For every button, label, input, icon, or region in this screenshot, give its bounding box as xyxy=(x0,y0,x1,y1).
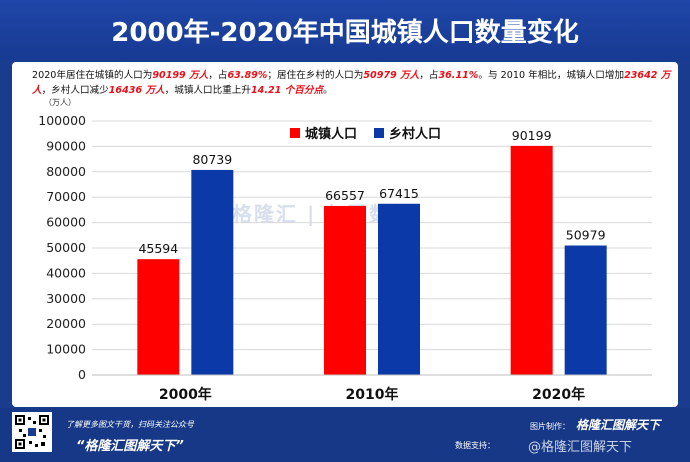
bar-rural xyxy=(564,245,607,375)
header-banner xyxy=(0,0,690,60)
bar-urban xyxy=(324,205,366,375)
bar-rural xyxy=(191,169,234,375)
weibo-watermark: @格隆汇图解天下 xyxy=(528,440,633,455)
y-tick-label: 20000 xyxy=(46,316,86,331)
credit-brand: 格隆汇图解天下 xyxy=(576,418,661,432)
legend-swatch xyxy=(374,128,384,138)
desc-highlight: 63.89% xyxy=(227,70,268,81)
data-label: 45594 xyxy=(138,241,178,256)
bar-urban xyxy=(137,259,180,375)
y-axis-unit: （万人） xyxy=(44,98,76,107)
data-label: 50979 xyxy=(566,228,606,243)
y-tick-label: 50000 xyxy=(46,240,86,255)
bar-urban xyxy=(510,145,553,375)
data-label: 80739 xyxy=(192,152,232,167)
desc-highlight: 36.11% xyxy=(438,70,479,81)
footer-credit: 图片制作： 格隆汇图解天下 xyxy=(530,416,660,433)
desc-part: ，城镇人口比重上升 xyxy=(164,85,251,96)
footer-data-support: 数据支持： xyxy=(455,441,495,450)
footer-brand: “格隆汇图解天下” xyxy=(76,439,184,454)
data-label: 66557 xyxy=(325,188,365,203)
desc-highlight: 16436 万人 xyxy=(108,85,165,96)
y-tick-label: 90000 xyxy=(46,138,86,153)
desc-part: ，占 xyxy=(419,70,439,81)
qr-code-icon xyxy=(12,412,52,452)
bar-rural xyxy=(378,203,420,375)
y-tick-label: 60000 xyxy=(46,215,86,230)
x-tick-label: 2000年 xyxy=(159,386,212,403)
y-tick-label: 0 xyxy=(78,367,86,382)
y-tick-label: 100000 xyxy=(38,113,86,128)
y-tick-label: 80000 xyxy=(46,164,86,179)
page-title: 2000年-2020年中国城镇人口数量变化 xyxy=(111,18,579,48)
desc-part: ，乡村人口减少 xyxy=(41,85,109,96)
y-tick-label: 40000 xyxy=(46,265,86,280)
desc-highlight: 90199 万人 xyxy=(152,70,209,81)
legend-label: 乡村人口 xyxy=(389,126,441,142)
credit-label: 图片制作： xyxy=(530,422,570,431)
desc-highlight: 14.21 个百分点 xyxy=(251,85,324,96)
desc-highlight: 23642 万人 xyxy=(32,70,671,96)
legend-label: 城镇人口 xyxy=(305,126,357,142)
data-label: 67415 xyxy=(379,186,419,201)
desc-highlight: 50979 万人 xyxy=(363,70,420,81)
x-tick-label: 2010年 xyxy=(346,386,399,403)
x-tick-label: 2020年 xyxy=(532,386,585,403)
desc-part: ，占 xyxy=(208,70,228,81)
y-tick-label: 30000 xyxy=(46,291,86,306)
footer-bar xyxy=(0,408,690,462)
description-text: 2020年居住在城镇的人口为90199 万人，占63.89%；居住在乡村的人口为… xyxy=(32,68,672,98)
data-label: 90199 xyxy=(512,128,552,143)
desc-part: ；居住在乡村的人口为 xyxy=(267,70,364,81)
legend-swatch xyxy=(290,128,300,138)
footer-caption: 了解更多图文干货，扫码关注公众号 xyxy=(66,420,194,429)
desc-part: 。与 2010 年相比，城镇人口增加 xyxy=(478,70,625,81)
desc-part: 2020年居住在城镇的人口为 xyxy=(32,70,153,81)
y-tick-label: 70000 xyxy=(46,189,86,204)
y-tick-label: 10000 xyxy=(46,342,86,357)
desc-part: 。 xyxy=(323,85,333,96)
